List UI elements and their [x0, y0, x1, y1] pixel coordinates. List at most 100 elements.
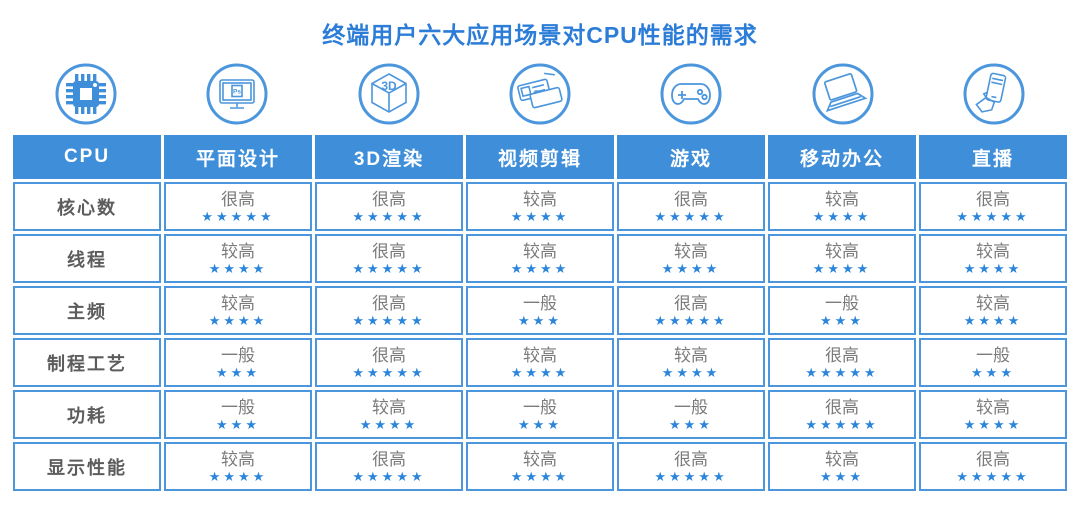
star-rating: ★★★★★ [352, 261, 426, 277]
rating-cell: 较高 ★★★★ [466, 234, 614, 283]
rating-cell: 很高 ★★★★★ [919, 182, 1067, 231]
rating-cell: 一般 ★★★ [164, 338, 312, 387]
rating-level-text: 较高 [674, 241, 708, 261]
rating-cell: 一般 ★★★ [164, 390, 312, 439]
rating-level-text: 较高 [221, 241, 255, 261]
rating-cell: 一般 ★★★ [466, 286, 614, 335]
rating-cell: 较高 ★★★★ [466, 182, 614, 231]
rating-level-text: 较高 [825, 189, 859, 209]
rating-cell: 较高 ★★★★ [768, 234, 916, 283]
rating-cell: 很高 ★★★★★ [768, 390, 916, 439]
star-rating: ★★★ [518, 417, 562, 433]
table-row: 主频 较高 ★★★★ 很高 ★★★★★ 一般 ★★★ 很高 ★★★★★ 一般 ★★★ 较高 ★★★★ [13, 286, 1067, 335]
rating-level-text: 很高 [674, 449, 708, 469]
rating-level-text: 很高 [674, 293, 708, 313]
rating-cell: 较高 ★★★★ [768, 182, 916, 231]
rating-cell: 较高 ★★★★ [617, 234, 765, 283]
rating-cell: 较高 ★★★★ [315, 390, 463, 439]
laptop-icon [811, 62, 875, 126]
rating-level-text: 较高 [976, 397, 1010, 417]
column-header: 平面设计 [164, 135, 312, 179]
rating-cell: 一般 ★★★ [466, 390, 614, 439]
rating-cell: 很高 ★★★★★ [315, 442, 463, 491]
rating-cell: 较高 ★★★★ [466, 338, 614, 387]
row-label: 核心数 [13, 182, 161, 231]
star-rating: ★★★ [971, 365, 1015, 381]
rating-cell: 很高 ★★★★★ [315, 234, 463, 283]
star-rating: ★★★★★ [201, 209, 275, 225]
rating-cell: 很高 ★★★★★ [768, 338, 916, 387]
rating-level-text: 较高 [523, 345, 557, 365]
rating-level-text: 很高 [372, 241, 406, 261]
column-header: 游戏 [617, 135, 765, 179]
rating-level-text: 较高 [825, 241, 859, 261]
rating-level-text: 很高 [372, 189, 406, 209]
rating-cell: 较高 ★★★★ [466, 442, 614, 491]
table-row: 显示性能 较高 ★★★★ 很高 ★★★★★ 较高 ★★★★ 很高 ★★★★★ 较高 ★★★ 很高 ★★★… [13, 442, 1067, 491]
rating-level-text: 较高 [221, 449, 255, 469]
table-row: 功耗 一般 ★★★ 较高 ★★★★ 一般 ★★★ 一般 ★★★ 很高 ★★★★★ 较高 ★★★★ [13, 390, 1067, 439]
rating-cell: 很高 ★★★★★ [164, 182, 312, 231]
star-rating: ★★★★★ [956, 209, 1030, 225]
rating-cell: 较高 ★★★★ [919, 234, 1067, 283]
hand-phone-live-icon [962, 62, 1026, 126]
rating-cell: 较高 ★★★★ [164, 286, 312, 335]
rating-level-text: 很高 [825, 397, 859, 417]
row-label: 制程工艺 [13, 338, 161, 387]
table-row: 核心数 很高 ★★★★★ 很高 ★★★★★ 较高 ★★★★ 很高 ★★★★★ 较高 ★★★★ 很高 ★★… [13, 182, 1067, 231]
rating-level-text: 很高 [674, 189, 708, 209]
rating-cell: 较高 ★★★ [768, 442, 916, 491]
rating-cell: 很高 ★★★★★ [315, 182, 463, 231]
star-rating: ★★★★ [208, 313, 268, 329]
row-label: 显示性能 [13, 442, 161, 491]
row-label: 主频 [13, 286, 161, 335]
star-rating: ★★★★★ [805, 417, 879, 433]
rating-cell: 较高 ★★★★ [164, 234, 312, 283]
star-rating: ★★★ [518, 313, 562, 329]
row-label: 线程 [13, 234, 161, 283]
star-rating: ★★★★ [963, 417, 1023, 433]
rating-level-text: 一般 [523, 397, 557, 417]
rating-level-text: 较高 [523, 241, 557, 261]
rating-cell: 一般 ★★★ [768, 286, 916, 335]
star-rating: ★★★★ [359, 417, 419, 433]
star-rating: ★★★★ [963, 313, 1023, 329]
cpu-requirements-table: CPU 平面设计 3D渲染 视频剪辑 游戏 移动办公 直播 核心数 很高 ★★★★★ 很高 ★★★★… [10, 132, 1070, 494]
column-header: 视频剪辑 [466, 135, 614, 179]
rating-level-text: 较高 [976, 293, 1010, 313]
rating-level-text: 较高 [976, 241, 1010, 261]
rating-cell: 很高 ★★★★★ [315, 338, 463, 387]
star-rating: ★★★★★ [654, 209, 728, 225]
star-rating: ★★★★ [812, 261, 872, 277]
rating-level-text: 较高 [825, 449, 859, 469]
star-rating: ★★★ [820, 469, 864, 485]
star-rating: ★★★ [216, 365, 260, 381]
star-rating: ★★★★ [510, 365, 570, 381]
table-row: 线程 较高 ★★★★ 很高 ★★★★★ 较高 ★★★★ 较高 ★★★★ 较高 ★★★★ 较高 ★★★★ [13, 234, 1067, 283]
star-rating: ★★★★★ [654, 469, 728, 485]
3d-cube-icon: 3D [357, 62, 421, 126]
rating-level-text: 很高 [372, 293, 406, 313]
star-rating: ★★★★ [661, 261, 721, 277]
rating-level-text: 很高 [372, 345, 406, 365]
star-rating: ★★★ [216, 417, 260, 433]
rating-level-text: 一般 [523, 293, 557, 313]
rating-level-text: 很高 [976, 189, 1010, 209]
rating-level-text: 很高 [372, 449, 406, 469]
rating-level-text: 很高 [221, 189, 255, 209]
star-rating: ★★★★★ [352, 469, 426, 485]
rating-level-text: 较高 [372, 397, 406, 417]
rating-cell: 很高 ★★★★★ [617, 286, 765, 335]
monitor-ps-icon: Ps [205, 62, 269, 126]
rating-level-text: 较高 [523, 449, 557, 469]
rating-level-text: 较高 [523, 189, 557, 209]
scenario-icons-row: Ps 3D Pr [10, 56, 1070, 132]
row-label: 功耗 [13, 390, 161, 439]
star-rating: ★★★★ [510, 469, 570, 485]
column-header: 3D渲染 [315, 135, 463, 179]
rating-cell: 较高 ★★★★ [919, 390, 1067, 439]
column-header: 直播 [919, 135, 1067, 179]
table-body: 核心数 很高 ★★★★★ 很高 ★★★★★ 较高 ★★★★ 很高 ★★★★★ 较高 ★★★★ 很高 ★★… [13, 182, 1067, 491]
cpu-chip-icon [54, 62, 118, 126]
star-rating: ★★★★ [208, 469, 268, 485]
